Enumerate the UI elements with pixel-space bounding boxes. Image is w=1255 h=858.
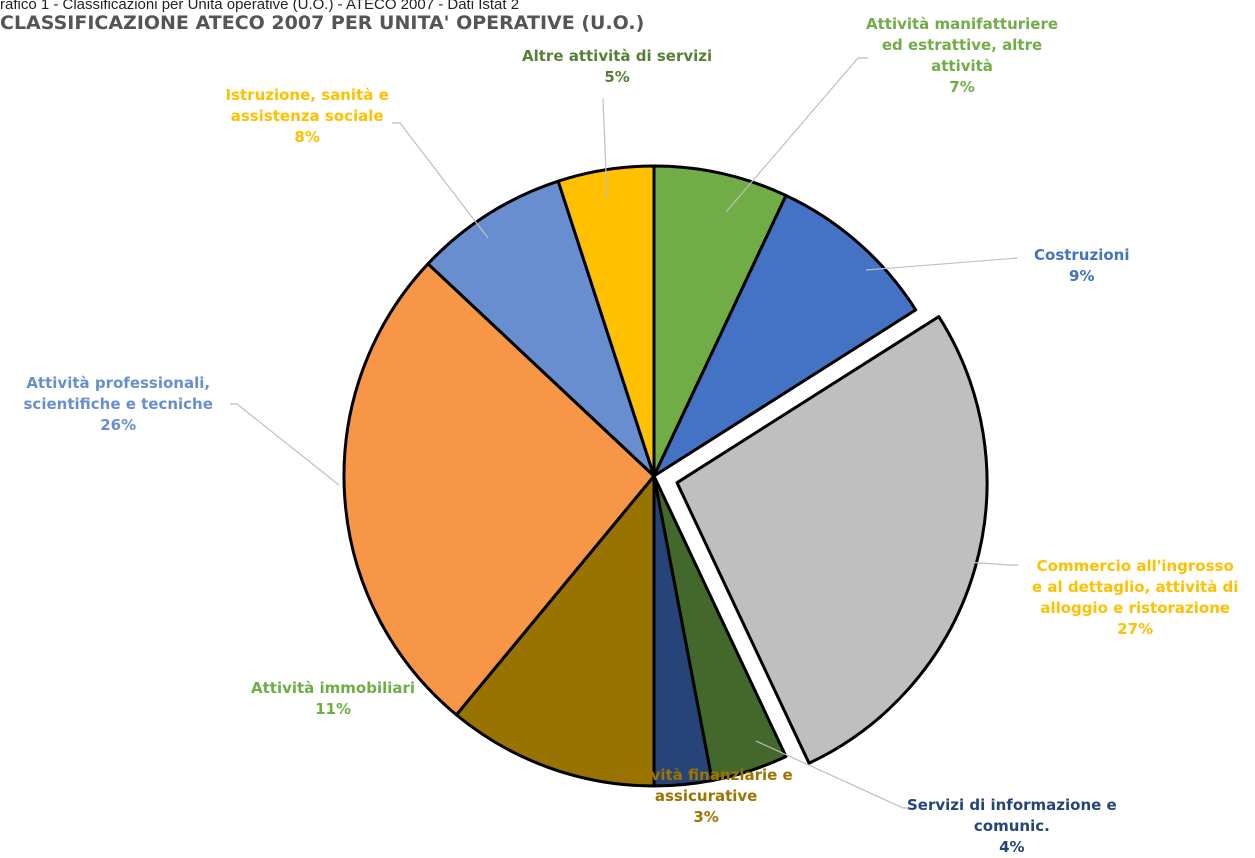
pie-slice [454, 474, 656, 788]
slice-label-text: assistenza sociale [230, 107, 384, 125]
slice-label-text: Costruzioni [1034, 246, 1130, 264]
leader-line [755, 740, 910, 809]
slice-label: Altre attività di servizi 5% [522, 46, 712, 88]
slice-percent: 3% [693, 808, 719, 826]
pie-slice [426, 179, 656, 478]
slice-label-text: attività [931, 57, 993, 75]
figure-caption: rafico 1 - Classificazioni per Unità ope… [0, 0, 520, 13]
leader-line [865, 257, 1019, 271]
slice-label: Attività finanziarie e assicurative 3% [620, 765, 793, 828]
slice-label-text: ed estrattive, altre [881, 36, 1043, 54]
slice-label: Attività manifatturiere ed estrattive, al… [866, 14, 1058, 98]
leader-line [949, 560, 1018, 566]
slice-label-text: Attività immobiliari [251, 679, 416, 697]
slice-label: Attività professionali, scientifiche e te… [24, 373, 213, 436]
slice-label-text: Attività manifatturiere [866, 15, 1059, 33]
slice-label-text: comunic. [973, 817, 1050, 835]
leader-lines [230, 57, 1019, 809]
leader-line [725, 57, 868, 213]
slice-label: Attività immobiliari 11% [251, 678, 415, 720]
slice-percent: 8% [294, 128, 320, 146]
slice-label-text: assicurative [654, 787, 758, 805]
slice-label-text: Servizi di informazione e [907, 796, 1117, 814]
slice-percent: 7% [949, 78, 975, 96]
slice-label-text: Altre attività di servizi [522, 47, 713, 65]
slice-label-text: Commercio all'ingrosso [1036, 557, 1234, 575]
slice-label-text: scientifiche e tecniche [23, 395, 213, 413]
slice-percent: 5% [604, 68, 630, 86]
pie-slice [342, 262, 656, 717]
slice-label: Servizi di informazione e comunic. 4% [907, 795, 1117, 858]
slice-label-text: Istruzione, sanità e [225, 86, 389, 104]
chart-title: CLASSIFICAZIONE ATECO 2007 PER UNITA' OP… [0, 12, 645, 34]
slice-label: Commercio all'ingrosso e al dettaglio, at… [1032, 556, 1238, 640]
leader-line [602, 97, 608, 199]
pie-slice [675, 315, 989, 765]
slice-label-text: Attività finanziarie e [619, 766, 793, 784]
leader-line [392, 122, 489, 239]
slice-percent: 4% [999, 838, 1025, 856]
slice-percent: 27% [1117, 620, 1154, 638]
slice-label: Istruzione, sanità e assistenza sociale 8% [226, 85, 389, 148]
slice-percent: 26% [100, 416, 137, 434]
pie-slices [342, 164, 989, 788]
slice-label-text: alloggio e ristorazione [1040, 599, 1231, 617]
slice-percent: 11% [315, 700, 351, 718]
slice-label-text: Attività professionali, [26, 374, 211, 392]
leader-line [230, 403, 340, 486]
slice-label: Costruzioni 9% [1034, 245, 1130, 287]
pie-slice [652, 164, 788, 478]
slice-percent: 9% [1069, 267, 1095, 285]
slice-label-text: e al dettaglio, attività di [1032, 578, 1239, 596]
pie-slice [652, 194, 918, 478]
